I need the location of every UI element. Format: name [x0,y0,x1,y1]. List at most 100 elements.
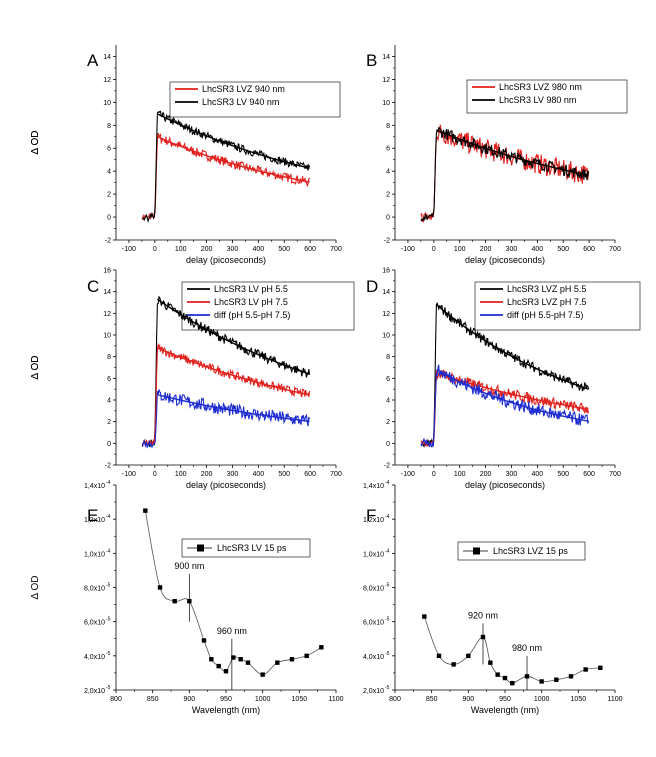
y-axis-label: Δ OD [30,131,41,155]
y-tick-label: 12 [103,77,111,84]
data-point [466,653,471,659]
series-fit-line [157,347,310,396]
x-tick-label: 1050 [292,696,308,703]
y-tick-label: 2 [107,192,111,199]
y-tick-label: 4 [107,398,111,405]
y-tick-label: 6 [386,146,390,153]
y-tick-label: 1,2x10 [363,517,384,524]
y-tick-exponent: -4 [385,514,390,520]
x-tick-label: 950 [220,696,232,703]
annotation-label: 900 nm [174,561,204,571]
x-tick-label: 400 [532,246,544,253]
y-tick-label: 12 [103,311,111,318]
panel-f: 800 850 900 950 1000 1050 1100 Wavelength (nm) 2… [363,480,623,715]
legend-marker [197,544,204,552]
data-point [275,660,280,665]
data-point [231,655,236,660]
x-tick-label: 900 [183,696,195,703]
y-tick-label: 14 [103,289,111,296]
x-tick-label: 300 [506,471,518,478]
x-tick-label: 1100 [328,696,343,703]
data-point [289,657,295,662]
x-tick-label: 500 [278,471,290,478]
x-tick-label: -100 [401,246,415,253]
x-tick-label: 950 [499,696,511,703]
y-tick-label: 6,0x10 [363,620,384,627]
legend-label: LhcSR3 LV 15 ps [217,543,287,553]
y-tick-label: 16 [103,268,111,275]
x-tick-label: 800 [110,696,122,703]
annotation-label: 980 nm [512,643,542,653]
y-axis-label: Δ OD [30,131,41,155]
data-point [223,669,229,674]
annotation-label: 960 nm [217,626,247,636]
x-tick-label: 300 [227,471,239,478]
data-point [510,680,515,686]
y-tick-label: 1,2x10 [84,517,105,524]
data-point [539,679,544,684]
series-fit-line [157,136,310,183]
y-tick-label: 14 [382,289,390,296]
y-tick-label: 2,0x10 [363,688,384,695]
y-tick-label: 1,4x10 [363,483,384,490]
x-tick-label: 800 [389,696,401,703]
x-tick-label: 700 [330,471,342,478]
x-axis-label: delay (picoseconds) [186,255,266,265]
spline-curve [144,510,322,676]
y-tick-label: 14 [103,54,111,61]
legend-label: LhcSR3 LVZ 15 ps [493,546,568,556]
x-tick-label: 100 [175,471,187,478]
legend-box [169,81,341,118]
x-tick-label: 400 [253,246,265,253]
data-point [436,653,442,659]
x-axis-label: delay (picoseconds) [465,480,545,490]
x-tick-label: 0 [432,471,436,478]
x-tick-label: 700 [609,471,621,478]
y-tick-label: 4 [107,169,111,176]
y-tick-label: -2 [105,463,111,470]
data-point [451,662,456,667]
x-tick-label: 700 [609,246,621,253]
data-point [488,660,493,665]
x-tick-label: -100 [122,471,136,478]
data-point [238,657,243,662]
x-tick-label: -100 [122,246,136,253]
data-point [304,653,309,659]
y-tick-label: 1,0x10 [363,551,384,558]
x-tick-label: 600 [583,246,595,253]
x-tick-label: 500 [557,246,569,253]
x-tick-label: 200 [201,246,213,253]
data-point [554,677,559,682]
x-tick-label: 900 [462,696,474,703]
y-tick-exponent: -5 [385,651,390,657]
legend-label: LhcSR3 LV pH 5.5 [214,284,288,294]
data-point [422,614,427,619]
x-tick-label: 700 [330,246,342,253]
y-tick-label: 1,4x10 [84,483,105,490]
y-tick-label: 6 [107,376,111,383]
x-tick-label: 600 [304,471,316,478]
x-tick-label: 200 [480,471,492,478]
legend-marker [473,547,480,555]
legend-box [457,541,586,561]
y-tick-label: 2,0x10 [84,688,105,695]
y-axis-label: Δ OD [30,576,41,600]
data-point [201,638,207,643]
y-tick-label: 8 [107,123,111,130]
y-tick-exponent: -5 [385,583,390,589]
data-point [209,657,214,662]
legend-label: LhcSR3 LV 940 nm [202,97,279,107]
y-tick-label: 0 [107,215,111,222]
y-tick-label: 16 [382,268,390,275]
y-tick-label: 0 [386,215,390,222]
legend-label: diff (pH 5.5-pH 7.5) [214,310,290,320]
x-tick-label: 0 [432,246,436,253]
legend-label: LhcSR3 LVZ pH 5.5 [507,284,586,294]
y-tick-exponent: -5 [385,617,390,623]
x-tick-label: 200 [201,471,213,478]
x-axis-label: Wavelength (nm) [471,705,539,715]
x-tick-label: 1050 [571,696,587,703]
